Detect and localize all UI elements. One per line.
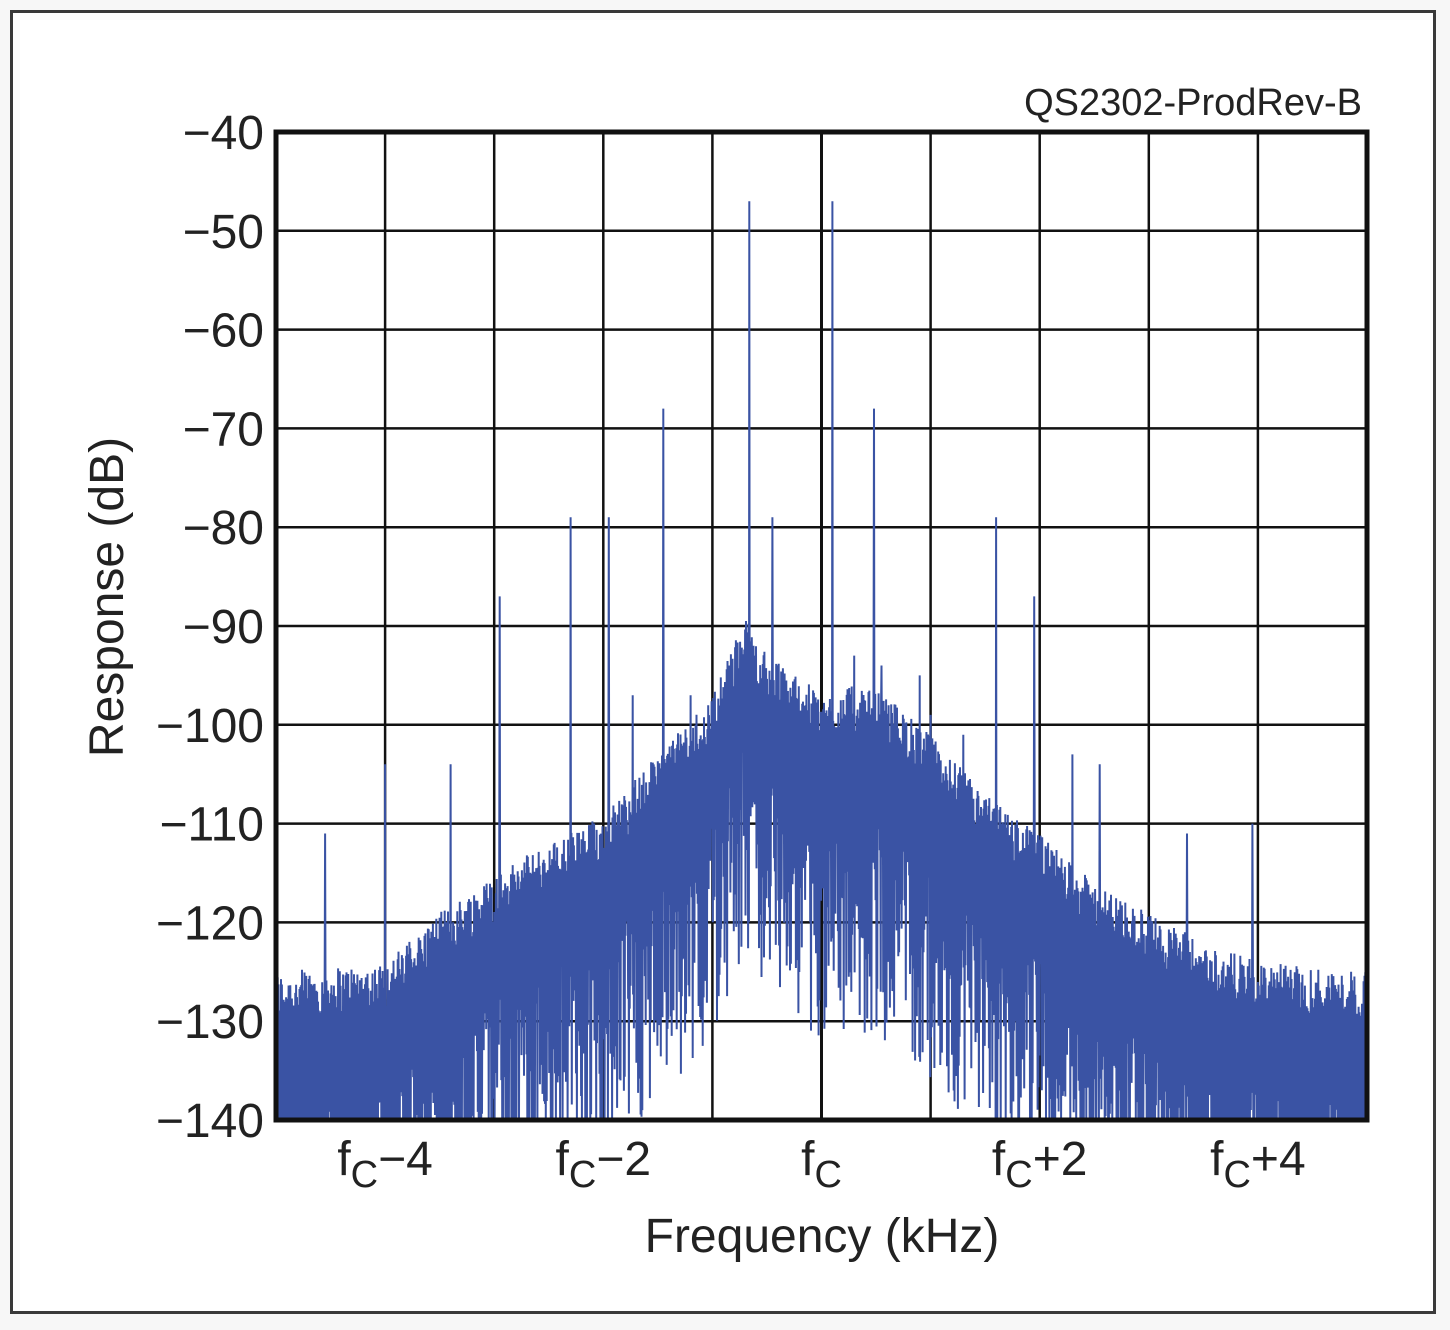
y-tick-label: −50 <box>183 206 264 259</box>
y-axis-label: Response (dB) <box>81 437 134 757</box>
y-tick-label: −90 <box>183 601 264 654</box>
response-trace <box>275 201 1368 1121</box>
y-tick-label: −60 <box>183 305 264 358</box>
x-tick-label: fC+2 <box>992 1133 1088 1196</box>
y-tick-label: −70 <box>183 403 264 456</box>
corner-label: QS2302-ProdRev-B <box>1024 82 1362 124</box>
x-tick-label: fC+4 <box>1210 1133 1306 1196</box>
y-tick-label: −140 <box>156 1095 264 1148</box>
y-tick-label: −110 <box>159 799 264 852</box>
y-tick-label: −120 <box>156 897 264 950</box>
x-tick-label: fC−4 <box>337 1133 433 1196</box>
x-tick-label: fC <box>801 1133 842 1196</box>
x-tick-labels: fC−4 fC−2 fC fC+2 fC+4 <box>337 1133 1305 1196</box>
x-tick-label: fC−2 <box>556 1133 652 1196</box>
plot-border <box>273 129 1370 1123</box>
y-tick-label: −100 <box>156 700 264 753</box>
y-tick-label: −40 <box>183 107 264 160</box>
y-tick-label: −130 <box>156 996 264 1049</box>
y-tick-labels: −40 −50 −60 −70 −80 −90 −100 −110 −120 −130 −140 <box>156 107 264 1148</box>
x-axis-label: Frequency (kHz) <box>645 1210 1000 1263</box>
y-tick-label: −80 <box>183 502 264 555</box>
